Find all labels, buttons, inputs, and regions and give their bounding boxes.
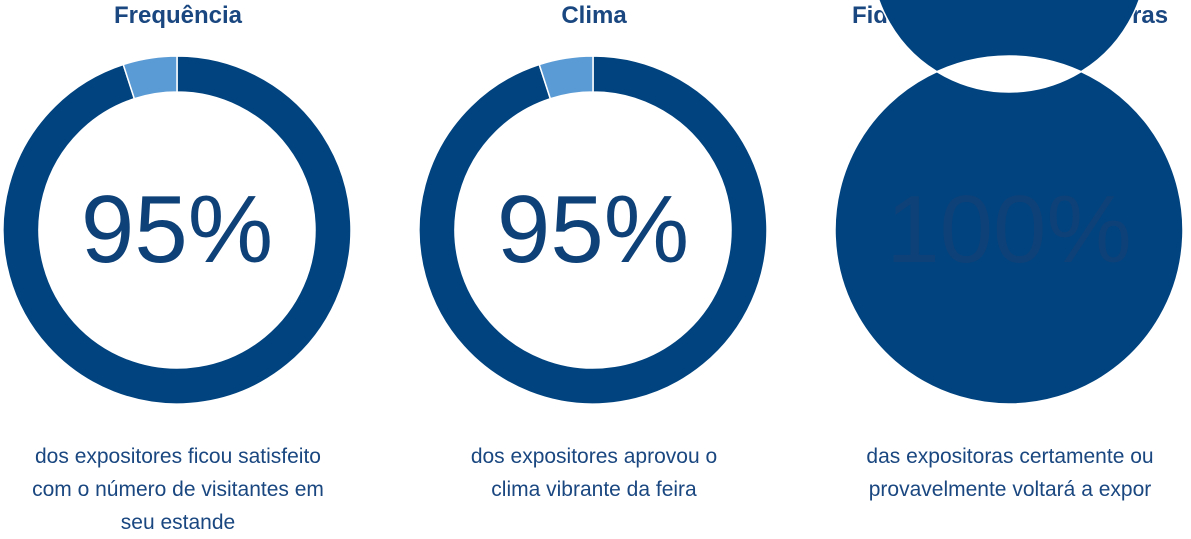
donut-slice-1 xyxy=(122,55,178,100)
chart-caption: das expositoras certamente ou provavelme… xyxy=(866,445,1154,501)
donut-slice-0 xyxy=(418,55,768,405)
donut-slice-1 xyxy=(538,55,594,100)
chart-title: Frequência xyxy=(113,2,243,29)
donut-chart: 95% xyxy=(2,55,352,405)
chart-panel-frequencia: Frequência 95% dos expositores ficou sat… xyxy=(0,0,356,539)
donut-chart: 100% xyxy=(834,0,1184,405)
center-percentage-label: 95% xyxy=(81,176,273,283)
chart-panel-fidelidade: Fidelidade das expositoras 100% das expo… xyxy=(832,0,1188,539)
chart-panel-clima: Clima 95% dos expositores aprovou o clim… xyxy=(416,0,772,539)
chart-caption: dos expositores aprovou o clima vibrante… xyxy=(470,445,718,501)
chart-title: Clima xyxy=(561,2,627,29)
donut-slice-0 xyxy=(834,0,1184,405)
chart-caption: dos expositores ficou satisfeito com o n… xyxy=(32,445,324,534)
donut-slice-0 xyxy=(2,55,352,405)
center-percentage-label: 100% xyxy=(886,176,1132,283)
center-percentage-label: 95% xyxy=(497,176,689,283)
donut-chart: 95% xyxy=(418,55,768,405)
